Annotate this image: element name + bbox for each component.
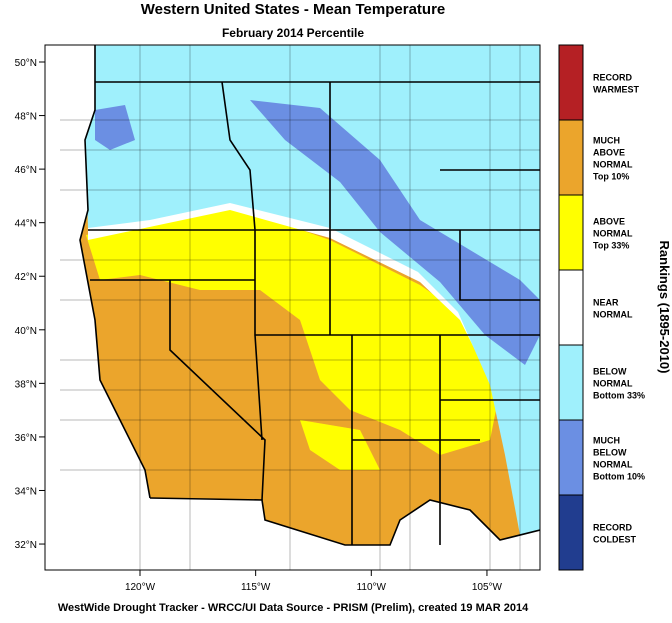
legend-swatch	[558, 119, 584, 196]
map	[45, 45, 540, 570]
legend-label: BELOW	[593, 367, 627, 377]
legend-label: MUCH	[593, 436, 620, 446]
county-lines	[60, 45, 540, 570]
zone-yellow-2	[300, 420, 380, 470]
title: Western United States - Mean Temperature	[141, 1, 446, 18]
lon-tick-label: 105°W	[472, 582, 503, 593]
zone-much-below-2	[95, 105, 135, 150]
legend-label: RECORD	[593, 73, 633, 83]
lon-tick-label: 115°W	[241, 582, 271, 593]
legend-swatch	[558, 344, 584, 421]
lat-tick-label: 44°N	[15, 219, 37, 230]
legend-label: Bottom 33%	[593, 391, 645, 401]
zone-yellow	[86, 205, 500, 455]
legend-swatch	[558, 269, 584, 346]
legend-label: NORMAL	[593, 379, 633, 389]
lon-tick-label: 110°W	[357, 582, 387, 593]
legend-label: NORMAL	[593, 160, 633, 170]
lat-tick-label: 40°N	[15, 326, 37, 337]
lat-tick-label: 50°N	[15, 58, 37, 69]
lat-tick-label: 32°N	[15, 540, 37, 551]
legend-label: RECORD	[593, 523, 633, 533]
legend-label: WARMEST	[593, 85, 640, 95]
lat-tick-label: 34°N	[15, 486, 37, 497]
legend-label: MUCH	[593, 136, 620, 146]
legend-swatch	[558, 494, 584, 571]
us-border	[149, 497, 540, 546]
legend-swatch	[558, 194, 584, 271]
map-frame	[44, 44, 541, 571]
legend-label: NEAR	[593, 298, 619, 308]
legend-title: Rankings (1895-2010)	[657, 241, 672, 374]
legend-label: COLDEST	[593, 535, 637, 545]
legend-label: BELOW	[593, 448, 627, 458]
zone-near	[88, 198, 540, 470]
legend-swatch	[558, 419, 584, 496]
lat-tick-label: 48°N	[15, 112, 37, 123]
coast	[79, 45, 151, 499]
legend-label: ABOVE	[593, 148, 625, 158]
legend-label: NORMAL	[593, 460, 633, 470]
zone-much-below	[250, 100, 540, 365]
lat-tick-label: 36°N	[15, 433, 37, 444]
lat-tick-label: 46°N	[15, 165, 37, 176]
legend-label: Top 33%	[593, 241, 629, 251]
lat-tick-label: 38°N	[15, 379, 37, 390]
zone-below	[85, 45, 540, 535]
legend-label: ABOVE	[593, 217, 625, 227]
legend-label: Top 10%	[593, 172, 629, 182]
footer: WestWide Drought Tracker - WRCC/UI Data …	[58, 602, 529, 614]
lat-tick-label: 42°N	[15, 272, 37, 283]
legend-label: NORMAL	[593, 310, 633, 320]
lon-tick-label: 120°W	[125, 582, 156, 593]
subtitle: February 2014 Percentile	[222, 26, 364, 40]
legend-label: NORMAL	[593, 229, 633, 239]
legend-label: Bottom 10%	[593, 472, 645, 482]
legend-swatch	[558, 44, 584, 121]
